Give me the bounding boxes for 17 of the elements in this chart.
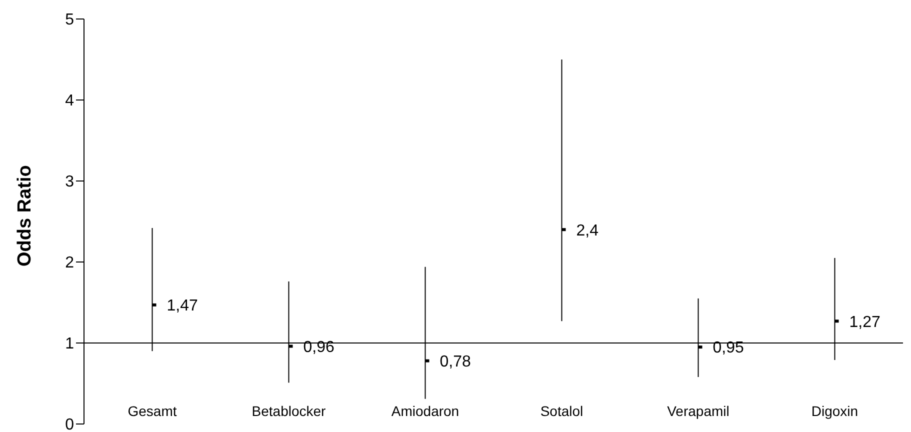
y-axis-title: Odds Ratio — [14, 165, 36, 266]
x-tick-label: Amiodaron — [391, 402, 460, 419]
x-tick-label: Verapamil — [667, 402, 730, 419]
y-tick-label: 0 — [65, 416, 74, 432]
y-tick-label: 3 — [65, 174, 74, 191]
y-tick-label: 4 — [65, 92, 74, 110]
x-tick-label: Betablocker — [252, 402, 326, 419]
y-tick-label: 2 — [65, 254, 74, 272]
data-label: 2,4 — [576, 222, 599, 240]
x-tick-label: Sotalol — [540, 402, 584, 419]
y-tick-label: 1 — [65, 336, 74, 353]
x-tick-label: Gesamt — [128, 402, 177, 419]
y-tick-label: 5 — [65, 12, 74, 29]
data-label: 1,47 — [166, 298, 198, 315]
data-label: 1,27 — [849, 314, 881, 331]
data-label: 0,78 — [440, 354, 472, 370]
x-tick-label: Digoxin — [811, 402, 858, 419]
